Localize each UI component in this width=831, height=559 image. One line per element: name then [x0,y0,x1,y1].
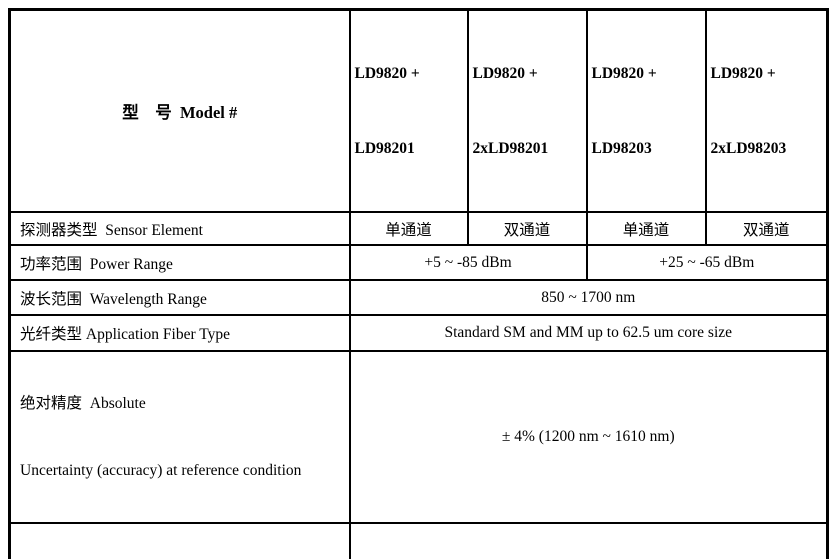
fiber-type-value: Standard SM and MM up to 62.5 um core si… [348,314,829,352]
model-2-line-2: 2xLD98201 [472,140,549,157]
table-row-wavelength-range: 波长范围 Wavelength Range 850 ~ 1700 nm [8,279,829,316]
spec-table: 型 号 Model # LD9820 + LD98201 LD9820 + 2x… [8,8,829,559]
power-range-value-2: +25 ~ -65 dBm [585,244,829,281]
model-4-line-1: LD9820 + [710,65,776,82]
absolute-uncertainty-value: ± 4% (1200 nm ~ 1610 nm) [348,350,829,524]
sensor-element-value-4: 双通道 [704,211,829,246]
relative-uncertainty-value: ＜ 0.02 dB Typical [348,522,829,559]
absolute-uncertainty-label: 绝对精度 Absolute Uncertainty (accuracy) at … [8,350,351,524]
model-1-line-1: LD9820 + [354,65,420,82]
model-3-line-1: LD9820 + [591,65,657,82]
table-row-sensor-element: 探测器类型 Sensor Element 单通道 双通道 单通道 双通道 [8,211,829,246]
model-column-2: LD9820 + 2xLD98201 [466,8,588,213]
model-2-line-1: LD9820 + [472,65,538,82]
absolute-uncertainty-label-line-1: 绝对精度 Absolute [20,395,146,412]
model-1-line-2: LD98201 [354,140,415,157]
absolute-uncertainty-label-line-2: Uncertainty (accuracy) at reference cond… [20,462,302,479]
power-range-value-1: +5 ~ -85 dBm [348,244,588,281]
sensor-element-value-3: 单通道 [585,211,707,246]
wavelength-range-label: 波长范围 Wavelength Range [8,279,351,316]
table-row-model-header: 型 号 Model # LD9820 + LD98201 LD9820 + 2x… [8,8,829,213]
model-column-1: LD9820 + LD98201 [348,8,469,213]
model-header-label: 型 号 Model # [8,8,351,213]
sensor-element-label: 探测器类型 Sensor Element [8,211,351,246]
sensor-element-value-1: 单通道 [348,211,469,246]
table-row-absolute-uncertainty: 绝对精度 Absolute Uncertainty (accuracy) at … [8,350,829,524]
model-column-4: LD9820 + 2xLD98203 [704,8,829,213]
wavelength-range-value: 850 ~ 1700 nm [348,279,829,316]
table-row-relative-uncertainty: 相对精度 Relative Uncertainty (accuracy) at … [8,522,829,559]
relative-uncertainty-label: 相对精度 Relative Uncertainty (accuracy) at … [8,522,351,559]
model-column-3: LD9820 + LD98203 [585,8,707,213]
fiber-type-label: 光纤类型 Application Fiber Type [8,314,351,352]
table-row-power-range: 功率范围 Power Range +5 ~ -85 dBm +25 ~ -65 … [8,244,829,281]
sensor-element-value-2: 双通道 [466,211,588,246]
power-range-label: 功率范围 Power Range [8,244,351,281]
table-row-fiber-type: 光纤类型 Application Fiber Type Standard SM … [8,314,829,352]
model-3-line-2: LD98203 [591,140,652,157]
model-4-line-2: 2xLD98203 [710,140,787,157]
